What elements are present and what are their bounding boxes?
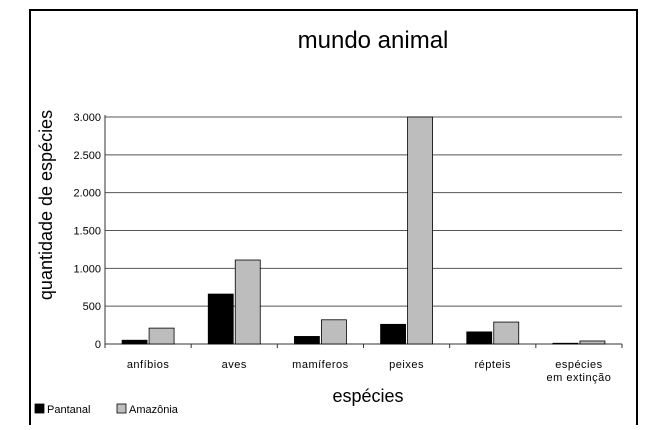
y-tick-label: 2.000	[73, 188, 101, 200]
bar	[294, 336, 320, 345]
x-tick-label: mamíferos	[292, 359, 348, 371]
legend: Pantanal Amazônia	[34, 403, 179, 416]
y-tick-labels: 0 500 1.000 1.500 2.000 2.500 3.000	[73, 112, 101, 351]
x-tick-label: répteis	[474, 359, 511, 371]
chart-title: mundo animal	[298, 27, 449, 54]
bar	[493, 321, 520, 345]
bar	[552, 342, 579, 345]
y-tick-label: 500	[83, 301, 101, 313]
bar	[466, 331, 493, 345]
legend-label: Amazônia	[129, 404, 179, 416]
x-tick-label: anfíbios	[127, 359, 170, 371]
legend-swatch	[34, 403, 45, 414]
x-axis-label: espécies	[332, 386, 403, 406]
bar	[380, 323, 406, 345]
bar	[148, 327, 175, 345]
bar	[407, 116, 433, 345]
y-tick-label: 2.500	[73, 150, 101, 162]
legend-swatch	[116, 403, 127, 414]
bar	[321, 319, 347, 345]
x-tick-label: espécies	[555, 359, 602, 371]
legend-label: Pantanal	[47, 404, 90, 416]
bar	[121, 339, 148, 345]
y-tick-label: 3.000	[73, 112, 101, 124]
x-tick-labels: anfíbios aves mamíferos peixes répteis espéci…	[127, 359, 612, 384]
y-tick-label: 1.500	[73, 226, 101, 238]
bar	[579, 340, 606, 345]
x-tick-label: em extinção	[547, 372, 612, 384]
grid-lines	[104, 115, 623, 348]
x-tick-label: aves	[222, 359, 247, 371]
bar	[207, 293, 234, 345]
chart-border	[29, 9, 638, 425]
y-tick-label: 0	[95, 339, 101, 351]
x-tick-label: peixes	[389, 359, 424, 371]
bar	[234, 259, 261, 345]
bars	[121, 116, 606, 345]
y-tick-label: 1.000	[73, 263, 101, 275]
y-axis-label: quantidade de espécies	[36, 110, 56, 300]
